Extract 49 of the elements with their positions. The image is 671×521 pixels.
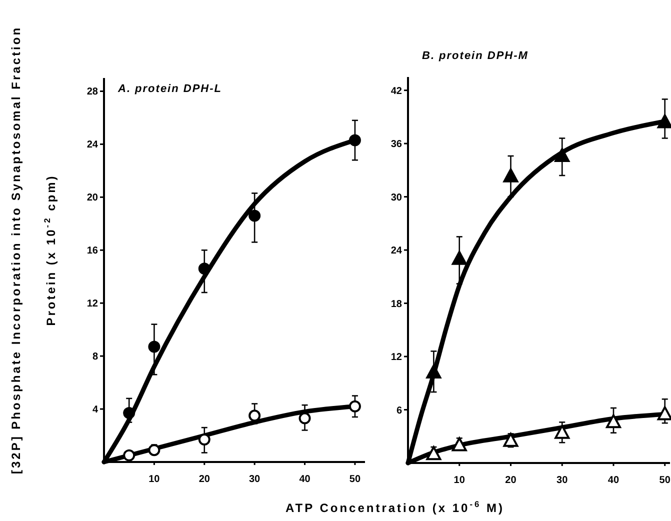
point bbox=[248, 210, 261, 222]
point bbox=[123, 449, 136, 462]
y-tick-label: 28 bbox=[86, 86, 98, 98]
y-tick-label: 12 bbox=[86, 298, 98, 310]
x-tick-label: 30 bbox=[556, 475, 568, 486]
y-tick-label: 36 bbox=[390, 139, 402, 150]
text: A. protein DPH-L bbox=[117, 83, 222, 95]
y-tick-label: 16 bbox=[86, 246, 98, 257]
point bbox=[426, 446, 442, 460]
x-tick-label: 20 bbox=[505, 475, 517, 486]
point bbox=[298, 412, 311, 424]
y-tick-label: 6 bbox=[396, 405, 402, 416]
x-tick-label: 10 bbox=[148, 474, 160, 485]
x-tick-label: 40 bbox=[299, 474, 311, 485]
x-tick-label: 50 bbox=[659, 475, 671, 486]
chart-title: B. protein DPH-M bbox=[422, 50, 528, 62]
point bbox=[503, 168, 518, 182]
x-axis-title: ATP Concentration (x 10$^{-6}$ M) bbox=[285, 499, 505, 515]
y-tick-label: 24 bbox=[86, 140, 98, 151]
y-tick-label: 42 bbox=[390, 86, 402, 97]
y-tick-label: 18 bbox=[390, 298, 402, 310]
x-tick-label: 30 bbox=[249, 474, 261, 485]
point bbox=[452, 250, 467, 265]
point bbox=[554, 424, 570, 439]
y-tick-label: 30 bbox=[390, 192, 402, 204]
point bbox=[148, 340, 160, 353]
y-tick-label: 24 bbox=[390, 246, 402, 257]
x-tick-label: 40 bbox=[608, 475, 620, 486]
y-tick-label: 12 bbox=[390, 352, 402, 364]
point bbox=[198, 433, 210, 446]
point bbox=[606, 414, 621, 428]
point bbox=[554, 148, 570, 162]
point bbox=[348, 134, 361, 146]
point bbox=[426, 364, 442, 378]
point bbox=[657, 406, 671, 420]
y-tick-label: 8 bbox=[92, 352, 98, 363]
point bbox=[503, 432, 518, 447]
point bbox=[148, 444, 160, 456]
x-tick-label: 10 bbox=[454, 475, 466, 486]
point bbox=[198, 262, 210, 275]
x-tick-label: 50 bbox=[349, 474, 361, 485]
point bbox=[452, 437, 467, 452]
point bbox=[123, 407, 136, 420]
x-tick-label: 20 bbox=[198, 474, 210, 485]
point bbox=[248, 410, 261, 422]
point bbox=[657, 114, 671, 128]
y-tick-label: 4 bbox=[92, 404, 98, 416]
point bbox=[348, 400, 361, 412]
y-tick-label: 20 bbox=[86, 192, 98, 204]
